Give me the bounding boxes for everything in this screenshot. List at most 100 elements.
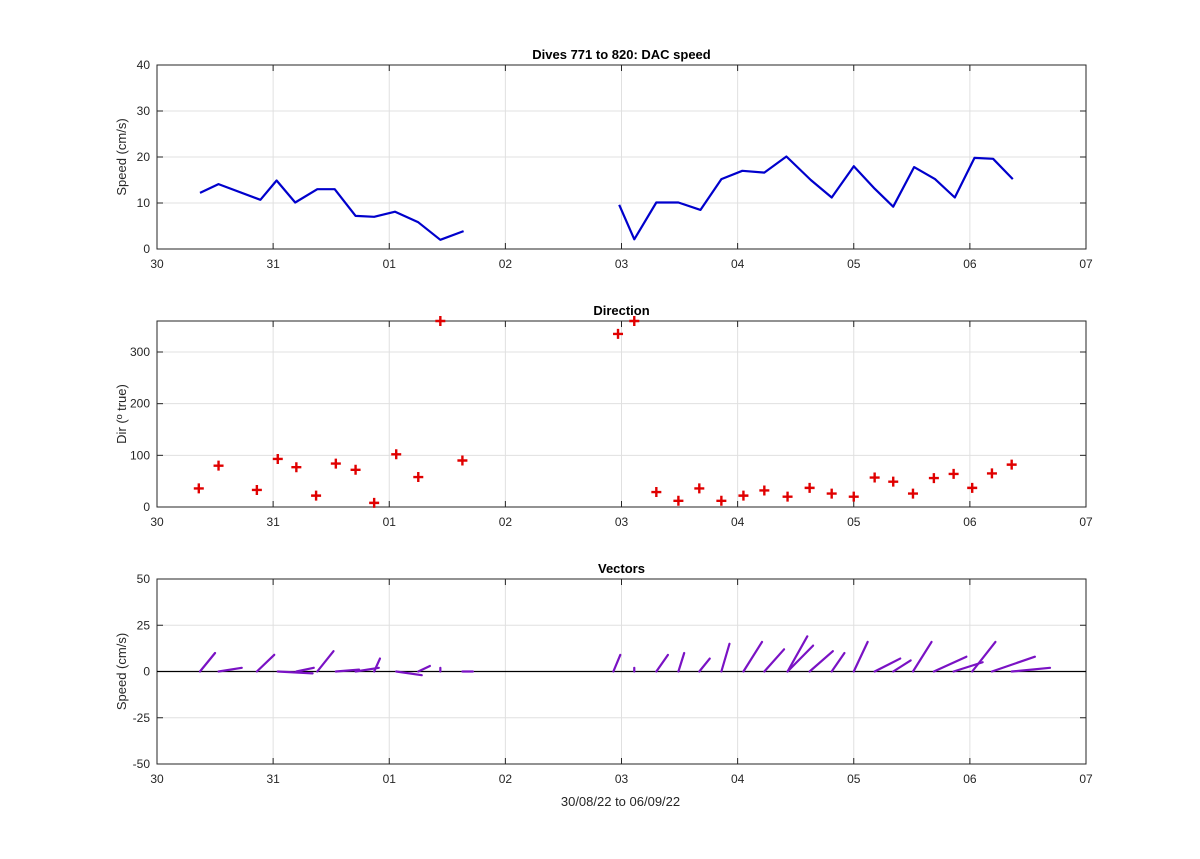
speed-y-tick-label: 0 <box>143 242 150 256</box>
vectors-x-tick-label: 31 <box>266 772 280 786</box>
vector-stick <box>198 651 217 673</box>
vector-stick <box>720 642 731 673</box>
direction-point <box>391 449 402 460</box>
direction-y-tick-label: 200 <box>130 397 150 411</box>
vector-stick <box>655 653 670 673</box>
vectors-x-tick-label: 30 <box>150 772 164 786</box>
direction-point <box>213 460 224 471</box>
vectors-y-tick-label: 50 <box>137 572 151 586</box>
speed-series-line <box>618 155 1014 241</box>
direction-point <box>888 476 899 487</box>
vector-stick <box>852 640 869 673</box>
direction-point <box>330 458 341 469</box>
vector-stick <box>276 670 314 675</box>
speed-x-tick-label: 01 <box>383 257 397 271</box>
vectors-y-tick-label: 0 <box>143 665 150 679</box>
direction-axes: 30 31 01 02 03 04 05 06 07 0 100 200 300 Direction Dir… <box>114 303 1093 529</box>
speed-y-tick-label: 40 <box>137 58 151 72</box>
vectors-x-tick-label: 07 <box>1079 772 1093 786</box>
speed-x-tick-label: 03 <box>615 257 629 271</box>
vectors-y-tick-label: -50 <box>133 757 151 771</box>
vector-stick <box>295 666 315 673</box>
direction-point <box>804 482 815 493</box>
speed-y-tick-label: 30 <box>137 104 151 118</box>
direction-x-tick-label: 06 <box>963 515 977 529</box>
vector-stick <box>742 640 764 673</box>
direction-x-tick-label: 30 <box>150 515 164 529</box>
vector-stick <box>786 635 809 673</box>
speed-y-axis-label: Speed (cm/s) <box>114 118 129 195</box>
direction-x-tick-label: 01 <box>383 515 397 529</box>
vector-stick <box>395 670 423 677</box>
direction-x-tick-label: 03 <box>615 515 629 529</box>
direction-point <box>350 464 361 475</box>
vector-stick <box>334 668 361 673</box>
vectors-x-tick-label: 06 <box>963 772 977 786</box>
vector-stick <box>217 666 243 673</box>
vector-stick <box>873 657 902 673</box>
direction-point <box>848 491 859 502</box>
direction-point <box>986 468 997 479</box>
vector-stick <box>911 640 933 673</box>
speed-series-line <box>199 179 464 241</box>
speed-x-tick-label: 06 <box>963 257 977 271</box>
vectors-x-tick-label: 04 <box>731 772 745 786</box>
direction-point <box>1006 459 1017 470</box>
direction-point <box>738 490 749 501</box>
speed-y-tick-label: 20 <box>137 150 151 164</box>
direction-point <box>651 487 662 498</box>
direction-point <box>928 473 939 484</box>
direction-point <box>694 483 705 494</box>
vector-stick <box>892 659 912 673</box>
direction-point <box>435 316 446 326</box>
vector-stick <box>808 650 834 673</box>
direction-point <box>907 488 918 499</box>
vectors-x-tick-label: 05 <box>847 772 861 786</box>
direction-point <box>948 468 959 479</box>
vector-stick <box>255 653 276 673</box>
vector-stick <box>316 650 335 673</box>
vector-stick <box>698 657 711 673</box>
direction-point <box>673 495 684 506</box>
speed-x-tick-label: 31 <box>266 257 280 271</box>
direction-point <box>869 472 880 483</box>
direction-x-tick-label: 05 <box>847 515 861 529</box>
direction-x-tick-label: 31 <box>266 515 280 529</box>
direction-point <box>782 491 793 502</box>
speed-y-tick-label: 10 <box>137 196 151 210</box>
vectors-y-axis-label: Speed (cm/s) <box>114 633 129 710</box>
vector-stick <box>786 644 815 673</box>
vector-stick <box>417 664 431 673</box>
vector-stick <box>1010 666 1052 673</box>
x-axis-label: 30/08/22 to 06/09/22 <box>561 794 680 809</box>
direction-x-tick-label: 04 <box>731 515 745 529</box>
direction-y-tick-label: 300 <box>130 345 150 359</box>
direction-y-tick-label: 100 <box>130 448 150 462</box>
direction-point <box>369 497 380 508</box>
direction-x-tick-label: 02 <box>499 515 513 529</box>
direction-y-axis-label: Dir (º true) <box>114 384 129 444</box>
direction-point <box>251 484 262 495</box>
vectors-x-tick-label: 03 <box>615 772 629 786</box>
direction-title: Direction <box>593 303 649 318</box>
speed-title: Dives 771 to 820: DAC speed <box>532 47 711 62</box>
speed-axes: 30 31 01 02 03 04 05 06 07 0 10 20 30 40 Dives 771 to … <box>114 47 1093 271</box>
vectors-x-tick-label: 01 <box>383 772 397 786</box>
speed-x-tick-label: 02 <box>499 257 513 271</box>
speed-x-tick-label: 30 <box>150 257 164 271</box>
speed-x-tick-label: 05 <box>847 257 861 271</box>
speed-x-tick-label: 07 <box>1079 257 1093 271</box>
direction-point <box>826 488 837 499</box>
direction-point <box>413 472 424 483</box>
vectors-axes: 30 31 01 02 03 04 05 06 07 -50 -25 0 25 50 Vectors Spee… <box>114 561 1093 786</box>
vector-stick <box>830 651 846 673</box>
direction-point <box>193 483 204 494</box>
vectors-y-tick-label: 25 <box>137 618 151 632</box>
direction-point <box>716 495 727 506</box>
direction-y-tick-label: 0 <box>143 500 150 514</box>
direction-point <box>291 462 302 473</box>
vector-stick <box>932 655 968 673</box>
direction-point <box>457 455 468 466</box>
direction-x-tick-label: 07 <box>1079 515 1093 529</box>
